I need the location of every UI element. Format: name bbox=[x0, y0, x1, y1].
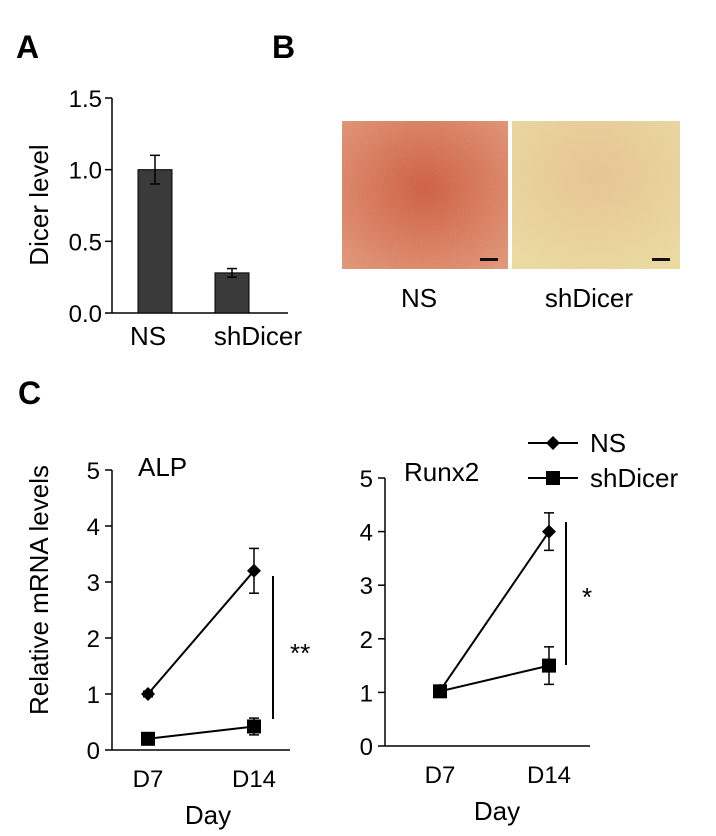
runx2-y-tick-label: 1 bbox=[360, 680, 373, 707]
bar-y-tick-label: 0.5 bbox=[69, 229, 102, 256]
runx2-significance-mark: * bbox=[582, 582, 592, 612]
alp-significance-mark: ** bbox=[290, 638, 310, 668]
alp-title: ALP bbox=[138, 452, 187, 482]
alp-series-line-shdicer bbox=[147, 725, 255, 740]
runx2-x-axis-label: Day bbox=[474, 796, 520, 826]
legend-marker-shdicer bbox=[546, 471, 560, 485]
runx2-y-tick-label: 4 bbox=[360, 520, 373, 547]
bar-category-label: shDicer bbox=[214, 321, 302, 351]
line-chart-alp: ALP Relative mRNA levels Day ** 0 1 2 3 4 5 D7… bbox=[24, 452, 310, 830]
scale-bar-shdicer bbox=[652, 258, 670, 261]
alp-y-tick-label: 1 bbox=[87, 682, 100, 709]
runx2-y-tick-label: 3 bbox=[360, 573, 373, 600]
bar-y-tick-label: 1.5 bbox=[69, 86, 102, 113]
panel-letter-a: A bbox=[16, 29, 39, 65]
alp-x-tick-label: D7 bbox=[133, 766, 164, 793]
micrograph-label-shdicer: shDicer bbox=[545, 283, 633, 313]
micrograph-shdicer-texture bbox=[512, 121, 680, 269]
bar-shdicer bbox=[214, 272, 250, 314]
panel-letter-c: C bbox=[18, 375, 41, 411]
panel-letter-b: B bbox=[272, 29, 295, 65]
alp-series-line-ns bbox=[147, 570, 255, 695]
legend: NS shDicer bbox=[528, 428, 678, 493]
runx2-y-tick-label: 2 bbox=[360, 627, 373, 654]
micrograph-panel: NS shDicer bbox=[342, 121, 680, 313]
legend-marker-ns bbox=[546, 436, 560, 450]
runx2-x-tick-label: D14 bbox=[527, 762, 571, 789]
runx2-point-ns bbox=[542, 524, 556, 539]
alp-point-shdicer bbox=[141, 731, 155, 746]
micrograph-ns-texture bbox=[342, 121, 508, 269]
micrograph-label-ns: NS bbox=[401, 283, 437, 313]
runx2-y-tick-label: 0 bbox=[360, 734, 373, 761]
alp-y-tick-label: 2 bbox=[87, 626, 100, 653]
runx2-title: Runx2 bbox=[404, 457, 479, 487]
alp-point-ns bbox=[247, 563, 261, 578]
bar-y-tick-label: 1.0 bbox=[69, 158, 102, 185]
alp-point-ns bbox=[141, 687, 155, 701]
runx2-x-tick-label: D7 bbox=[425, 762, 456, 789]
bar-ns bbox=[137, 169, 173, 314]
alp-point-shdicer bbox=[247, 719, 261, 734]
alp-x-tick-label: D14 bbox=[232, 766, 276, 793]
runx2-point-shdicer bbox=[542, 658, 556, 673]
alp-y-axis-label: Relative mRNA levels bbox=[24, 465, 54, 715]
legend-label-ns: NS bbox=[590, 428, 626, 458]
line-chart-runx2: Runx2 Day * 0 1 2 3 4 5 D7 D14 NS shDicer bbox=[360, 428, 679, 826]
legend-label-shdicer: shDicer bbox=[590, 463, 678, 493]
bar-y-axis-label: Dicer level bbox=[24, 144, 54, 265]
alp-y-tick-label: 5 bbox=[87, 458, 100, 485]
alp-x-axis-label: Day bbox=[185, 800, 231, 830]
runx2-y-tick-label: 5 bbox=[360, 466, 373, 493]
runx2-point-shdicer bbox=[433, 684, 447, 699]
bar-y-tick-label: 0.0 bbox=[69, 301, 102, 328]
scale-bar-ns bbox=[480, 258, 498, 261]
runx2-series-line-ns bbox=[439, 531, 550, 692]
bar-chart-dicer: 0.0 0.5 1.0 1.5 NS shDicer Dicer level bbox=[24, 86, 302, 351]
alp-y-tick-label: 4 bbox=[87, 514, 100, 541]
alp-y-tick-label: 0 bbox=[87, 738, 100, 765]
alp-y-tick-label: 3 bbox=[87, 570, 100, 597]
bar-category-label: NS bbox=[130, 321, 166, 351]
runx2-series-line-shdicer bbox=[439, 664, 550, 693]
